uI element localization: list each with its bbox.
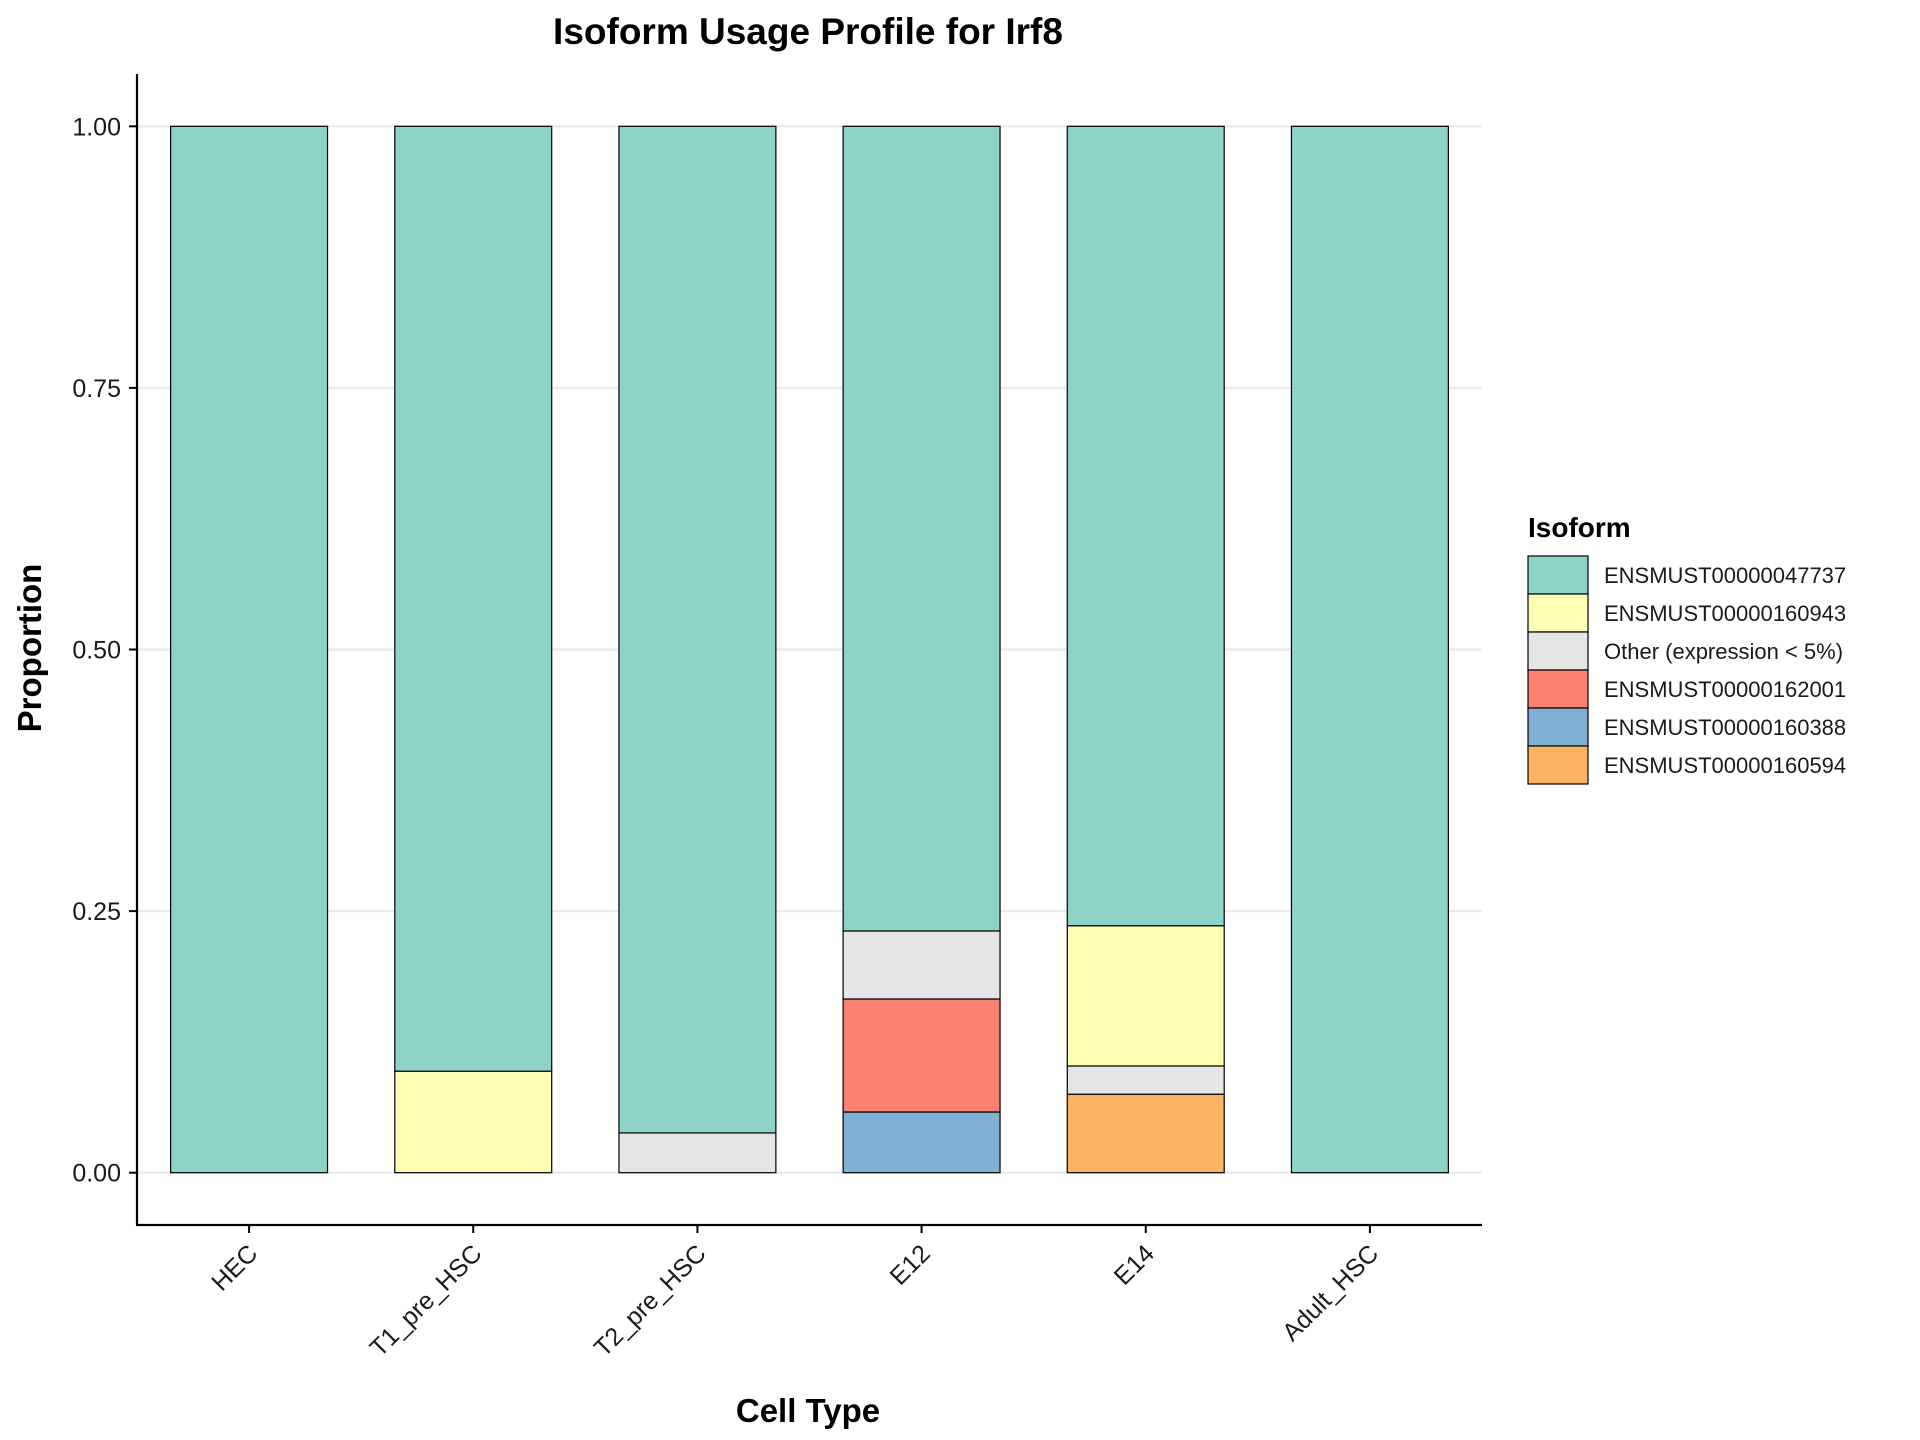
grid-lines <box>137 125 1482 1174</box>
bar-segment <box>842 930 1001 1000</box>
legend-key <box>1527 593 1589 633</box>
legend-key <box>1527 745 1589 785</box>
bar-segment <box>842 1111 1001 1174</box>
bar-segment <box>1066 1093 1225 1174</box>
legend: Isoform ENSMUST00000047737 ENSMUST0000016… <box>1527 512 1846 785</box>
x-tick-label: Adult_HSC <box>1277 1239 1384 1346</box>
legend-label: ENSMUST00000047737 <box>1604 563 1846 588</box>
legend-label: ENSMUST00000160388 <box>1604 715 1846 740</box>
bar-segment <box>618 125 777 1134</box>
legend-key <box>1527 555 1589 595</box>
bar-segment <box>170 125 329 1174</box>
legend-key <box>1527 707 1589 747</box>
legend-title: Isoform <box>1528 512 1631 543</box>
bar-segment <box>1066 125 1225 927</box>
bar-segment <box>842 998 1001 1113</box>
bar-segment <box>842 125 1001 932</box>
x-ticks: HEC T1_pre_HSC T2_pre_HSC E12 E14 Adult_HSC <box>206 1225 1384 1362</box>
y-tick-label: 0.00 <box>72 1160 121 1188</box>
legend-key <box>1527 631 1589 671</box>
x-tick-label: E12 <box>885 1239 936 1290</box>
y-axis-title: Proportion <box>11 564 48 733</box>
legend-label: ENSMUST00000162001 <box>1604 677 1846 702</box>
bar-segment <box>1066 925 1225 1067</box>
chart-title: Isoform Usage Profile for Irf8 <box>553 11 1063 52</box>
bar-segment <box>1066 1065 1225 1095</box>
y-tick-label: 1.00 <box>72 113 121 141</box>
legend-label: ENSMUST00000160594 <box>1604 753 1846 778</box>
x-tick-label: HEC <box>206 1239 263 1296</box>
x-tick-label: T1_pre_HSC <box>365 1239 488 1362</box>
bar-segment <box>394 125 553 1072</box>
legend-label: Other (expression < 5%) <box>1604 639 1843 664</box>
bar-segment <box>394 1070 553 1174</box>
bar-segment <box>618 1132 777 1174</box>
bars <box>170 125 1449 1174</box>
y-ticks: 0.00 0.25 0.50 0.75 1.00 <box>72 113 137 1188</box>
y-tick-label: 0.25 <box>72 898 121 926</box>
y-tick-label: 0.75 <box>72 375 121 403</box>
legend-label: ENSMUST00000160943 <box>1604 601 1846 626</box>
legend-key <box>1527 669 1589 709</box>
x-tick-label: E14 <box>1109 1239 1160 1290</box>
bar-segment <box>1290 125 1449 1174</box>
x-tick-label: T2_pre_HSC <box>589 1239 712 1362</box>
x-axis-title: Cell Type <box>736 1392 880 1429</box>
y-tick-label: 0.50 <box>72 637 121 665</box>
